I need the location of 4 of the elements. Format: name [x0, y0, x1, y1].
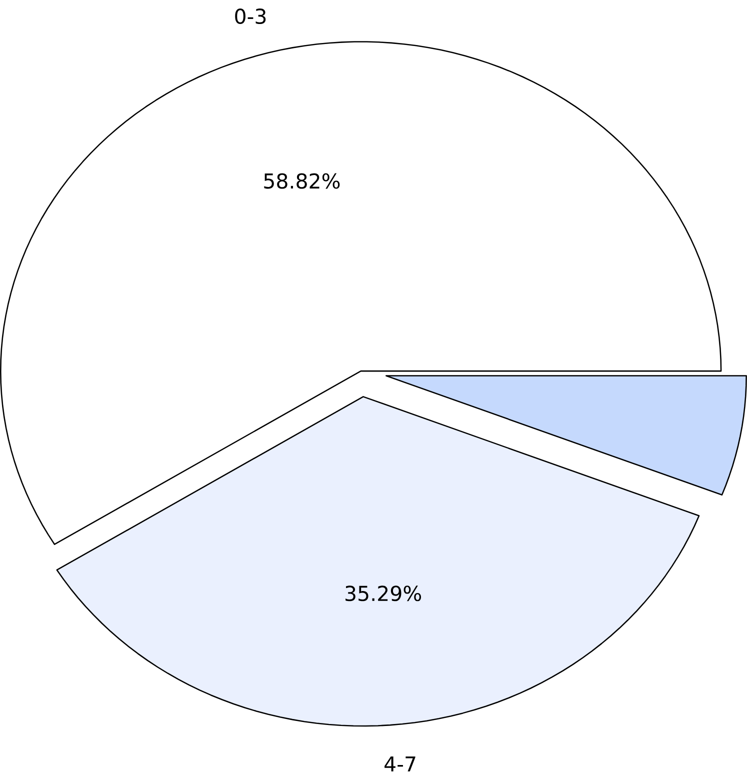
slice-label: 4-7 [384, 756, 416, 772]
slice-label: 0-3 [235, 8, 266, 24]
data-label: 35.29% [346, 586, 422, 602]
data-label: 58.82% [264, 173, 340, 189]
